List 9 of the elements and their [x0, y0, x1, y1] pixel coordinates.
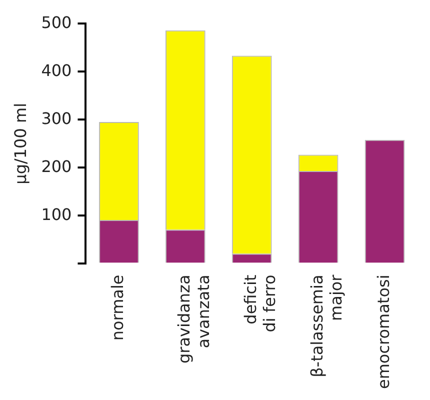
y-tick-label: 300: [41, 108, 72, 128]
y-tick-label: 200: [41, 156, 72, 176]
y-tick-label: 100: [41, 204, 72, 224]
y-tick-label: 400: [41, 60, 72, 80]
x-tick-label: normale: [108, 274, 128, 341]
x-tick-label: emocromatosi: [374, 274, 393, 389]
y-axis-title: µg/100 ml: [10, 102, 30, 184]
x-tick-label: β-talassemia major: [307, 274, 346, 378]
y-tick-label: 500: [41, 12, 72, 32]
